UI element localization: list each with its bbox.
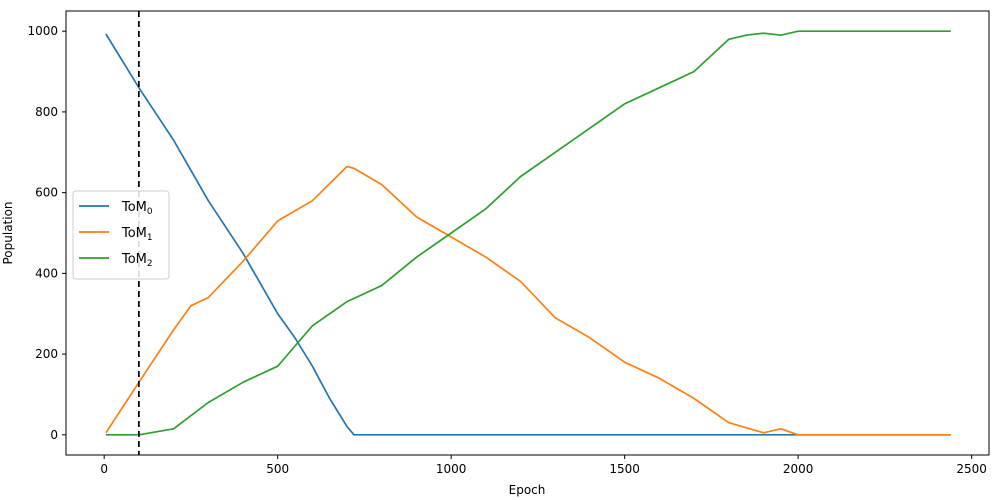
plot-series-group	[105, 11, 951, 455]
y-tick-label: 1000	[27, 24, 58, 38]
plot-frame	[65, 10, 990, 456]
x-axis-ticks: 0 500 1000 1500 2000 2500	[100, 455, 987, 476]
legend-label-1: ToM1	[121, 226, 153, 243]
legend-box	[72, 190, 170, 280]
x-tick-label: 2000	[783, 462, 814, 476]
y-tick-label: 200	[35, 347, 58, 361]
x-axis-label: Epoch	[509, 483, 546, 497]
x-tick-label: 500	[266, 462, 289, 476]
x-tick-label: 0	[100, 462, 108, 476]
y-tick-label: 600	[35, 186, 58, 200]
legend: ToM0 ToM1 ToM2	[72, 190, 170, 280]
y-axis-ticks: 0 200 400 600 800 1000	[27, 24, 66, 442]
series-line-2	[105, 30, 951, 436]
series-line-1	[105, 165, 951, 436]
legend-label-2: ToM2	[121, 252, 153, 269]
x-tick-label: 1000	[436, 462, 467, 476]
y-axis-label: Population	[1, 201, 15, 264]
x-tick-label: 2500	[956, 462, 987, 476]
y-tick-label: 400	[35, 266, 58, 280]
y-tick-label: 0	[50, 428, 58, 442]
series-line-0	[105, 33, 951, 436]
legend-label-0: ToM0	[121, 200, 153, 217]
x-tick-label: 1500	[609, 462, 640, 476]
y-tick-label: 800	[35, 105, 58, 119]
